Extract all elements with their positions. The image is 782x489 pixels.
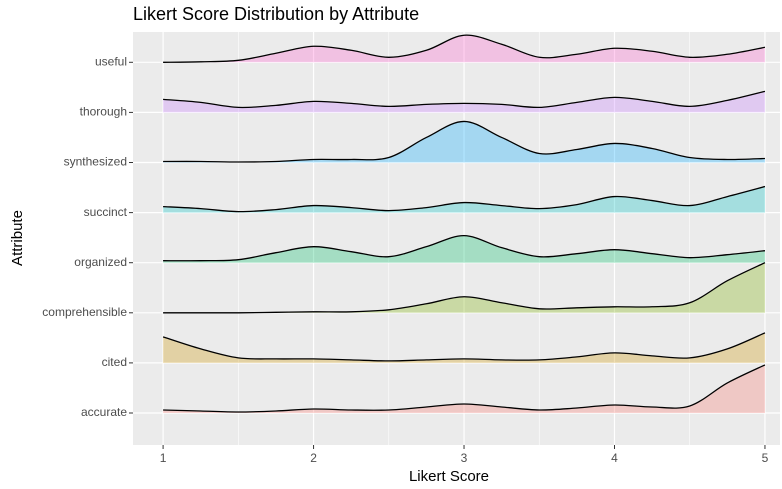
ridge-area: [163, 121, 765, 163]
x-tick-label: 1: [160, 451, 167, 465]
y-tick-label: comprehensible: [42, 305, 127, 319]
y-tick-label: succinct: [84, 205, 128, 219]
ridge-line: [163, 34, 766, 63]
ridge-area: [163, 235, 765, 263]
x-tick-label: 2: [310, 451, 317, 465]
y-tick-label: thorough: [80, 105, 127, 119]
y-tick-label: synthesized: [64, 155, 127, 169]
panel: [133, 32, 780, 445]
ridge-area: [163, 35, 765, 63]
ridge-area: [163, 332, 765, 363]
x-tick-label: 3: [461, 451, 468, 465]
x-axis-label: Likert Score: [409, 468, 489, 485]
x-tick-label: 4: [611, 451, 618, 465]
ridge-area: [163, 91, 765, 113]
y-tick-label: accurate: [81, 405, 127, 419]
ridge-line: [163, 185, 766, 213]
x-tick-label: 5: [762, 451, 769, 465]
ridge-line: [163, 364, 766, 413]
ridge-area: [163, 262, 765, 313]
y-tick-label: organized: [74, 255, 127, 269]
ridge-area: [163, 364, 765, 413]
ridge-line: [163, 262, 766, 314]
ridge-line: [163, 90, 766, 109]
y-axis-label: Attribute: [9, 210, 26, 266]
y-tick-label: useful: [95, 54, 127, 68]
ridge-line: [163, 234, 766, 262]
ridge-line: [162, 332, 766, 362]
ridge-line: [163, 120, 765, 163]
chart-title: Likert Score Distribution by Attribute: [133, 4, 419, 24]
y-tick-label: cited: [102, 355, 127, 369]
